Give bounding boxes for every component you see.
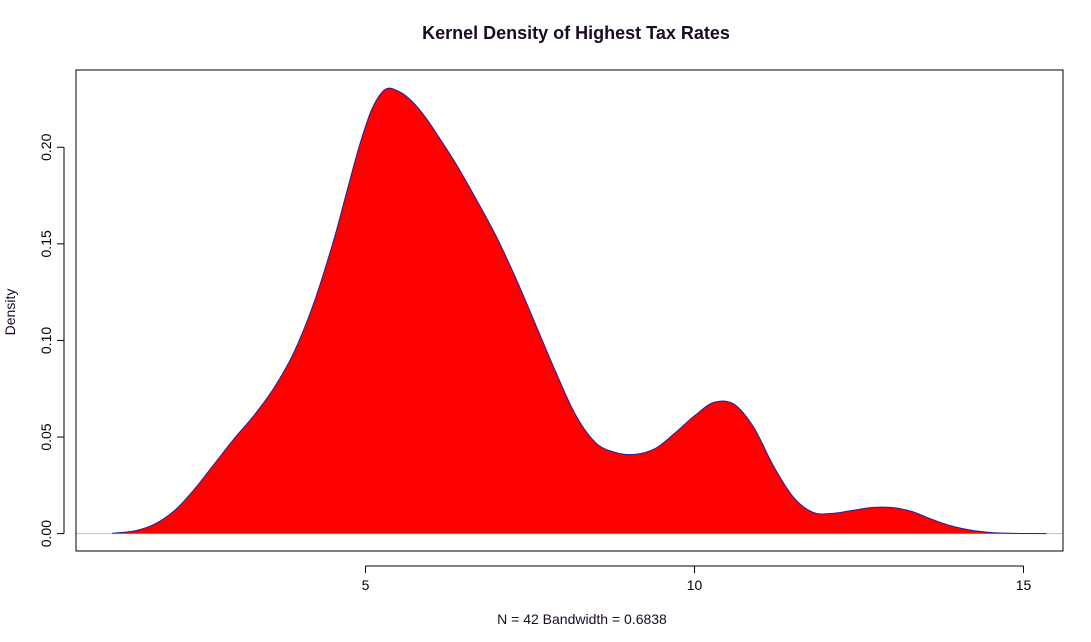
- y-tick-label: 0.00: [38, 520, 54, 547]
- density-area: [112, 88, 1047, 534]
- y-tick-label: 0.10: [38, 327, 54, 354]
- y-tick-label: 0.05: [38, 423, 54, 450]
- density-curve-line: [112, 87, 1047, 535]
- y-axis: 0.00 0.05 0.10 0.15 0.20: [38, 133, 65, 547]
- y-axis-label: Density: [2, 289, 18, 336]
- x-tick-label: 15: [1016, 577, 1032, 593]
- y-tick-label: 0.20: [38, 133, 54, 160]
- x-axis: 5 10 15: [362, 565, 1032, 593]
- y-tick-label: 0.15: [38, 230, 54, 257]
- plot-frame: [75, 69, 1064, 552]
- x-tick-label: 5: [362, 577, 370, 593]
- x-axis-label: N = 42 Bandwidth = 0.6838: [497, 611, 667, 627]
- x-tick-label: 10: [687, 577, 703, 593]
- chart-title: Kernel Density of Highest Tax Rates: [422, 23, 730, 43]
